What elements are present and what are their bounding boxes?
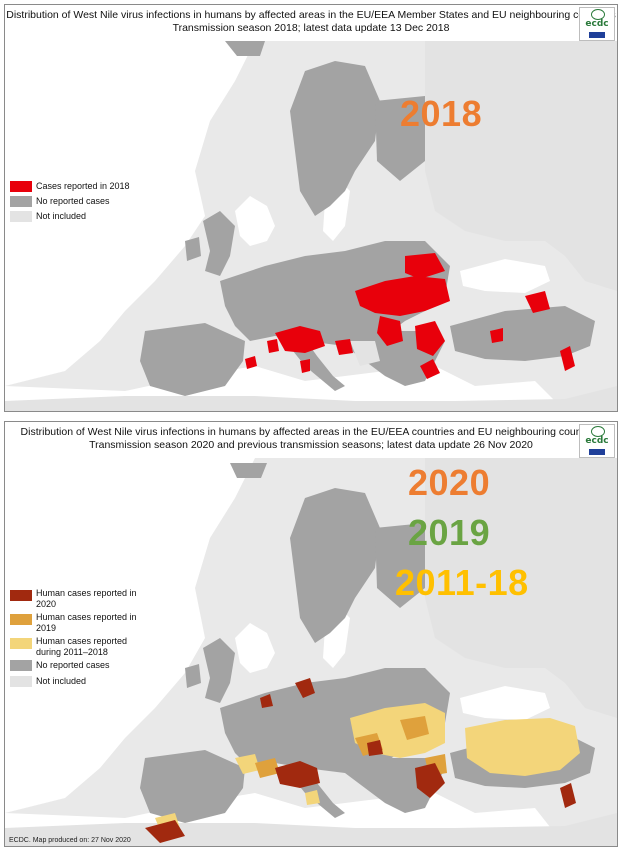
map-title: Distribution of West Nile virus infectio… xyxy=(20,426,602,438)
black-sea xyxy=(460,259,550,293)
cases-2018-areas xyxy=(245,253,575,379)
russia xyxy=(425,41,617,291)
scandinavia xyxy=(290,488,380,643)
map-subtitle: Transmission season 2018; latest data up… xyxy=(172,22,450,34)
map-header: Distribution of West Nile virus infectio… xyxy=(5,422,617,462)
atlantic-sea xyxy=(5,458,255,813)
legend-item: Not included xyxy=(10,676,137,688)
legend-label: Human cases reported in xyxy=(36,588,137,598)
year-label-2019: 2019 xyxy=(408,512,491,553)
not-included-balkans xyxy=(350,341,380,366)
legend-label: Human cases reported in xyxy=(36,612,137,622)
legend-item: Cases reported in 2018 xyxy=(10,181,130,193)
cases-2020-areas xyxy=(145,678,576,843)
legend-swatch xyxy=(10,181,32,192)
legend-item: Human cases reported in 2020 xyxy=(10,588,137,610)
legend-item: No reported cases xyxy=(10,660,137,672)
legend-label: Not included xyxy=(36,211,87,221)
legend-item: Human cases reported during 2011–2018 xyxy=(10,636,137,658)
iberia xyxy=(140,323,245,396)
map-subtitle: Transmission season 2020 and previous tr… xyxy=(89,439,533,451)
year-label-2011-18: 2011-18 xyxy=(395,562,529,603)
map-panel-2020: Distribution of West Nile virus infectio… xyxy=(4,421,618,847)
scandinavia xyxy=(290,61,380,216)
year-label-2018: 2018 xyxy=(400,93,483,134)
iceland xyxy=(225,41,265,56)
north-sea xyxy=(235,196,275,246)
map-legend: Cases reported in 2018 No reported cases… xyxy=(10,181,130,223)
turkey xyxy=(450,306,595,361)
legend-label: 2019 xyxy=(36,623,57,633)
legend-swatch xyxy=(10,676,32,687)
north-sea xyxy=(235,623,275,673)
ireland xyxy=(185,237,201,261)
ecdc-logo-icon: ecdc xyxy=(579,424,615,458)
legend-label: Not included xyxy=(36,676,87,686)
russia xyxy=(425,458,617,718)
legend-swatch xyxy=(10,638,32,649)
black-sea xyxy=(460,686,550,720)
map-canvas xyxy=(5,41,617,411)
legend-item: No reported cases xyxy=(10,196,130,208)
map-title: Distribution of West Nile virus infectio… xyxy=(6,9,616,21)
ecdc-logo-icon: ecdc xyxy=(579,7,615,41)
legend-label: 2020 xyxy=(36,599,57,609)
legend-label: during 2011–2018 xyxy=(36,647,108,657)
finland xyxy=(375,523,440,608)
iceland xyxy=(230,463,267,478)
legend-swatch xyxy=(10,614,32,625)
ireland xyxy=(185,664,201,688)
legend-label: Human cases reported xyxy=(36,636,128,646)
great-britain xyxy=(203,638,235,703)
legend-label: No reported cases xyxy=(36,660,110,670)
map-canvas xyxy=(5,458,617,846)
legend-swatch xyxy=(10,196,32,207)
north-africa xyxy=(5,386,617,411)
atlantic-sea xyxy=(5,41,255,386)
great-britain xyxy=(203,211,235,276)
map-header: Distribution of West Nile virus infectio… xyxy=(5,5,617,45)
legend-item: Human cases reported in 2019 xyxy=(10,612,137,634)
year-label-2020: 2020 xyxy=(408,462,491,503)
map-footer-note: ECDC. Map produced on: 27 Nov 2020 xyxy=(9,837,131,844)
iberia xyxy=(140,750,245,823)
legend-swatch xyxy=(10,590,32,601)
legend-swatch xyxy=(10,660,32,671)
europe-map: 2018 Cases reported in 2018 No reported … xyxy=(5,41,617,411)
legend-label: No reported cases xyxy=(36,196,110,206)
map-legend: Human cases reported in 2020 Human cases… xyxy=(10,588,137,688)
map-panel-2018: Distribution of West Nile virus infectio… xyxy=(4,4,618,412)
legend-item: Not included xyxy=(10,211,130,223)
legend-swatch xyxy=(10,211,32,222)
finland xyxy=(375,96,440,181)
europe-map: 2020 2019 2011-18 Human cases reported i… xyxy=(5,458,617,846)
legend-label: Cases reported in 2018 xyxy=(36,181,130,191)
